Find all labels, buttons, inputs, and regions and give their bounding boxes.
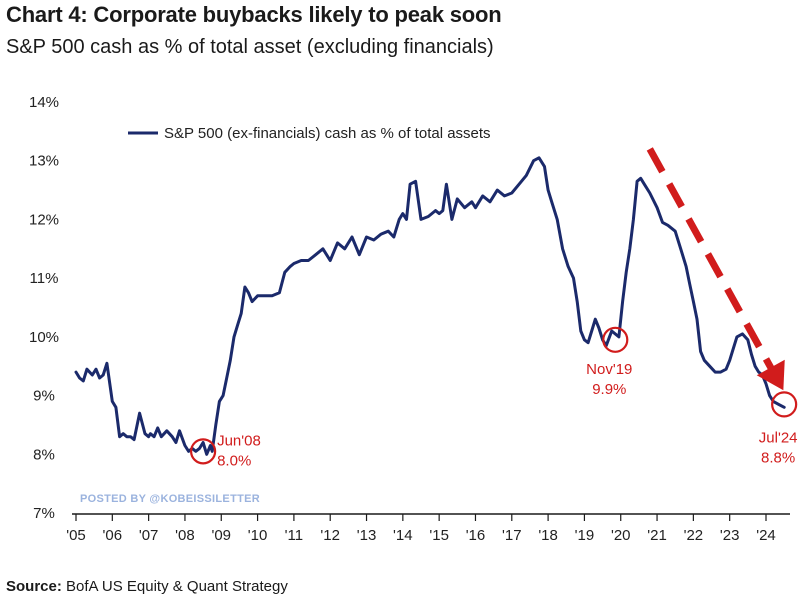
annotation-value: 8.8% <box>761 449 795 466</box>
x-tick-label: '10 <box>248 527 268 544</box>
x-tick-label: '16 <box>466 527 486 544</box>
trend-arrow-shaft <box>646 147 777 374</box>
y-axis: 7% 8% 9% 10% 11% 12% 13% 14% <box>29 94 59 522</box>
annotation-circle <box>771 391 798 418</box>
annotation-circle <box>190 438 217 465</box>
y-tick-label: 8% <box>33 446 55 463</box>
series-line-cash-pct <box>74 156 786 456</box>
chart-subtitle: S&P 500 cash as % of total asset (exclud… <box>6 36 494 58</box>
annotation-date: Nov'19 <box>586 361 632 378</box>
x-tick-label: '18 <box>538 527 558 544</box>
y-tick-label: 13% <box>29 153 59 170</box>
y-tick-label: 9% <box>33 388 55 405</box>
x-tick-label: '06 <box>103 527 123 544</box>
x-tick-label: '15 <box>429 527 449 544</box>
y-tick-label: 10% <box>29 329 59 346</box>
x-tick-label: '21 <box>647 527 667 544</box>
annotations: Jun'08 8.0% Nov'19 9.9% Jul'24 8.8% <box>190 326 798 469</box>
x-tick-label: '14 <box>393 527 413 544</box>
watermark-text: POSTED BY @KOBEISSILETTER <box>80 493 260 505</box>
y-tick-label: 11% <box>30 270 59 287</box>
x-tick-label: '13 <box>357 527 377 544</box>
chart-title: Chart 4: Corporate buybacks likely to pe… <box>6 2 502 27</box>
annotation-value: 8.0% <box>217 452 251 469</box>
annotation-circle <box>602 326 629 353</box>
x-axis: '05 '06 '07 '08 '09 '10 '11 '12 '13 '14 '15 '16 '17 '… <box>66 514 776 544</box>
legend: S&P 500 (ex-financials) cash as % of tot… <box>128 125 491 142</box>
x-tick-label: '05 <box>66 527 86 544</box>
x-tick-label: '20 <box>611 527 631 544</box>
x-tick-label: '07 <box>139 527 159 544</box>
trend-arrow-head <box>756 359 785 391</box>
source-label: Source: <box>6 578 62 595</box>
annotation-date: Jul'24 <box>759 429 798 446</box>
x-tick-label: '22 <box>684 527 704 544</box>
x-tick-label: '12 <box>320 527 340 544</box>
x-tick-label: '23 <box>720 527 740 544</box>
source-note: Source: BofA US Equity & Quant Strategy <box>6 578 288 595</box>
y-tick-label: 7% <box>33 505 55 522</box>
x-tick-label: '09 <box>211 527 231 544</box>
source-text: BofA US Equity & Quant Strategy <box>66 578 288 595</box>
x-tick-label: '24 <box>756 527 776 544</box>
y-tick-label: 14% <box>29 94 59 111</box>
legend-label: S&P 500 (ex-financials) cash as % of tot… <box>164 125 491 142</box>
trend-arrow <box>646 147 785 391</box>
x-tick-label: '08 <box>175 527 195 544</box>
x-tick-label: '19 <box>575 527 595 544</box>
x-tick-label: '11 <box>285 527 303 544</box>
x-tick-label: '17 <box>502 527 522 544</box>
annotation-date: Jun'08 <box>217 432 261 449</box>
y-tick-label: 12% <box>29 211 59 228</box>
annotation-value: 9.9% <box>592 381 626 398</box>
